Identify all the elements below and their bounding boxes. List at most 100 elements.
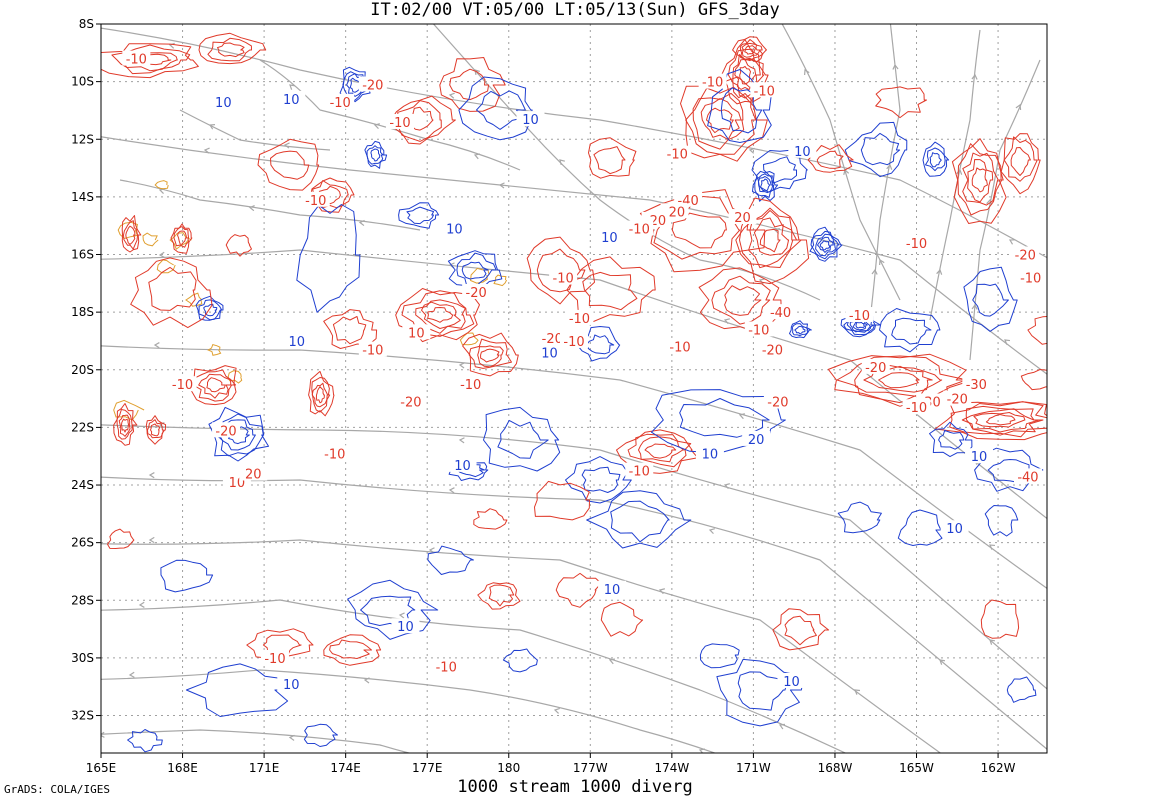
lon-tick-label: 168E [167,761,198,775]
stream-arrow [168,42,175,49]
contour-line [449,68,490,101]
contour-line [534,480,590,521]
contour-line [473,508,508,530]
contour-line [692,92,745,150]
streamlines [101,24,1047,753]
contour-label-gap [277,675,306,691]
stream-arrow [448,487,455,494]
contour-line [593,146,626,175]
contour-line [468,338,512,369]
contour-label-gap [1011,246,1040,262]
contour-label: -10 [629,223,650,238]
contour-line [957,143,1003,216]
contour-label-gap [402,324,431,340]
stream-arrow [358,219,365,227]
contour-line [938,429,965,450]
stream-arrow [939,659,946,665]
contour-line [724,285,762,316]
contour-line [925,147,946,172]
lat-tick-label: 14S [71,190,94,204]
contour-line [421,301,461,329]
lon-tick-label: 165W [899,761,934,775]
contour-line [732,36,767,63]
stream-arrow [936,268,943,275]
stream-arrow [283,142,290,149]
contour-label-gap [260,649,289,665]
stream-arrow [288,734,295,741]
lon-tick-label: 174W [654,761,689,775]
island-coastline [113,399,145,421]
contour-label: 10 [541,346,558,361]
contour-line [173,226,190,248]
contour-line [439,57,506,112]
contour-line [860,132,901,166]
contour-label: 10 [783,675,800,690]
stream-arrow [892,63,899,70]
contour-line [198,373,232,399]
contour-label-gap [598,580,627,596]
contour-line [203,303,218,317]
stream-arrow [498,182,505,189]
contour-label: -10 [754,84,775,99]
contour-label: -10 [172,378,193,393]
streamline [432,24,821,301]
stream-arrow [248,205,255,212]
contour-label: -10 [1020,272,1041,287]
contour-line [488,584,515,607]
contour-line [984,505,1019,537]
contour-line [791,323,809,337]
contour-label-gap [432,658,461,674]
stream-arrow [708,528,715,535]
contour-label-gap [766,304,795,320]
contour-line [458,76,533,141]
contour-label: -10 [553,272,574,287]
contour-line [427,307,454,323]
contour-label: 10 [283,93,300,108]
contour-line [177,230,188,245]
contour-line [270,150,310,180]
contour-line [145,415,167,445]
contour-label-gap [728,209,757,225]
contour-label: -20 [542,332,563,347]
contour-label-gap [209,93,238,109]
contour-line [401,290,475,337]
stream-arrow [748,147,755,154]
contour-label: 20 [245,468,262,483]
contour-line [198,32,267,65]
contour-label: -20 [762,344,783,359]
island-coastline [459,332,479,346]
stream-arrow [778,723,786,730]
contour-line [985,414,1016,426]
lat-tick-label: 32S [71,709,94,723]
contour-line [951,138,1007,224]
contour-label-gap [560,332,588,348]
contour-line [121,215,142,253]
contour-label: -20 [1015,249,1036,264]
map-caption: 1000 stream 1000 diverg [457,777,693,797]
contour-line [303,723,338,747]
streamline [179,109,331,151]
contour-line [706,107,734,134]
stream-arrow [458,437,465,444]
stream-arrow [1004,339,1011,345]
contour-line [748,210,798,269]
stream-arrow [804,68,810,76]
longitude-axis: 165E 168E 171E 174E 177E 180 177W 174W 171W 168W 1… [86,753,1016,775]
contour-label-gap [538,330,567,346]
contour-label: -10 [324,447,345,462]
contour-label-gap [565,309,594,325]
contour-label-gap [625,220,654,236]
contour-line [962,152,999,206]
lat-tick-label: 30S [71,651,94,665]
contour-label-gap [277,90,306,106]
contour-line [852,319,868,331]
contour-line [586,490,692,549]
contour-label-gap [358,76,387,92]
contour-label: -10 [629,465,650,480]
island-coastline [154,180,169,190]
stream-arrow [559,159,565,165]
contour-label: -10 [906,237,927,252]
contour-label: 10 [397,620,414,635]
contour-line [949,401,1047,438]
contour-line [794,325,806,335]
